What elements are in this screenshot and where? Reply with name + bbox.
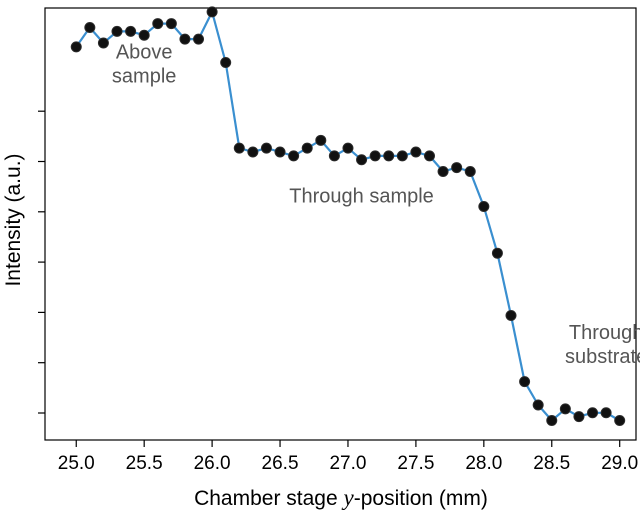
annotation-label: Through substrate	[565, 322, 640, 368]
data-point	[342, 142, 354, 154]
data-point	[423, 150, 435, 162]
data-point	[111, 25, 123, 37]
data-point	[369, 150, 381, 162]
x-axis-tick-labels: 25.0 25.5 26.0 26.5 27.0 27.5 28.0 28.5 29.0	[58, 453, 638, 474]
data-point	[152, 18, 164, 30]
plot-border	[44, 7, 637, 441]
data-point	[84, 21, 96, 33]
data-point	[274, 146, 286, 158]
data-point	[206, 6, 218, 18]
y-axis-ticks	[38, 110, 45, 414]
annotation-label: Through sample	[289, 186, 434, 208]
data-point	[519, 376, 531, 388]
data-point	[301, 142, 313, 154]
x-tick-label: 25.0	[58, 453, 95, 474]
x-axis-title-before: Chamber stage	[194, 487, 343, 510]
x-axis-ticks	[75, 440, 621, 447]
plot-frame	[44, 7, 637, 441]
annotations: Above sample Through sample Through substrat…	[112, 42, 640, 368]
annotation-line: sample	[112, 66, 176, 88]
data-point	[165, 18, 177, 30]
data-point	[70, 41, 82, 53]
annotation-line: Through sample	[289, 186, 434, 208]
data-point	[491, 247, 503, 259]
annotation-line: substrate	[565, 346, 640, 368]
x-tick-label: 26.5	[262, 453, 299, 474]
data-point	[600, 407, 612, 419]
data-point	[614, 415, 626, 427]
data-point	[233, 142, 245, 154]
x-axis-title-after: -position (mm)	[354, 487, 488, 510]
x-tick-label: 28.5	[533, 453, 570, 474]
x-tick-label: 26.0	[194, 453, 231, 474]
data-point	[532, 399, 544, 411]
annotation-line: Through	[569, 322, 640, 344]
x-axis-title-variable: y	[342, 485, 355, 510]
data-point	[138, 29, 150, 41]
data-point	[315, 134, 327, 146]
x-tick-label: 29.0	[601, 453, 638, 474]
data-point	[451, 162, 463, 174]
data-point	[464, 165, 476, 177]
data-point	[573, 411, 585, 423]
data-point	[97, 37, 109, 49]
data-point	[356, 154, 368, 166]
data-point	[179, 33, 191, 45]
x-tick-label: 27.0	[329, 453, 366, 474]
data-point	[328, 150, 340, 162]
data-point	[559, 403, 571, 415]
x-tick-label: 27.5	[397, 453, 434, 474]
data-point	[505, 309, 517, 321]
annotation-line: Above	[116, 42, 173, 64]
data-point	[410, 146, 422, 158]
data-point	[383, 150, 395, 162]
data-point	[260, 142, 272, 154]
data-point	[288, 150, 300, 162]
y-axis-title: Intensity (a.u.)	[2, 153, 25, 286]
data-point	[396, 150, 408, 162]
data-point	[125, 25, 137, 37]
data-point	[247, 146, 259, 158]
x-axis-title: Chamber stage y-position (mm)	[194, 485, 488, 510]
data-point	[478, 200, 490, 212]
data-point	[437, 165, 449, 177]
annotation-label: Above sample	[112, 42, 176, 88]
data-point	[193, 33, 205, 45]
x-tick-label: 25.5	[126, 453, 163, 474]
data-point	[546, 415, 558, 427]
x-tick-label: 28.0	[465, 453, 502, 474]
data-point	[587, 407, 599, 419]
data-series	[70, 6, 626, 427]
data-point	[220, 56, 232, 68]
